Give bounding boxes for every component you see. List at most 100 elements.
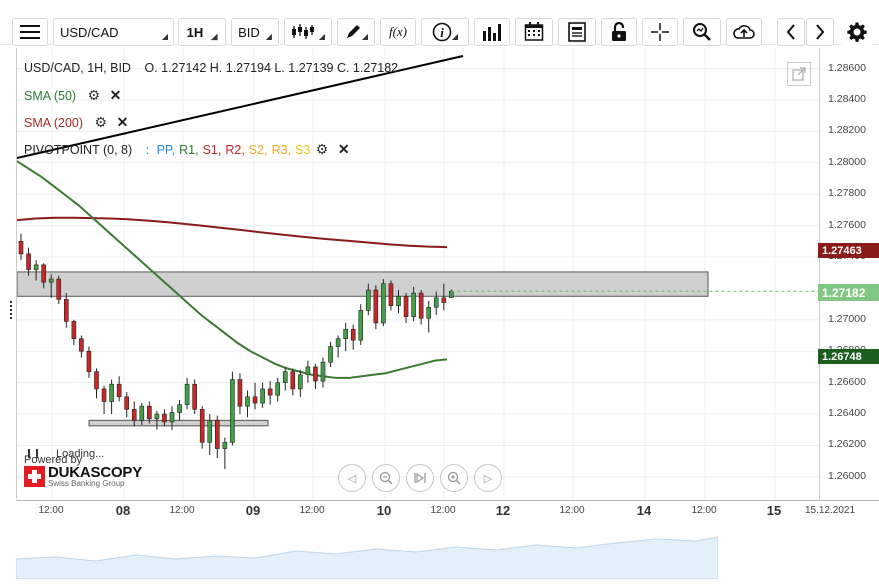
- indicators-button[interactable]: f(x): [380, 18, 416, 46]
- chevron-left-icon: [786, 24, 795, 40]
- reset-view-button[interactable]: [406, 464, 434, 492]
- chart-type-button[interactable]: ◢: [284, 18, 332, 46]
- x-tick-time-label: 12:00: [691, 505, 717, 516]
- volume-button[interactable]: [474, 18, 510, 46]
- sma200-settings-icon[interactable]: ⚙: [94, 114, 108, 130]
- price-side-label: BID: [238, 24, 260, 40]
- bar-chart-icon: [483, 24, 501, 41]
- candle-body: [313, 366, 318, 382]
- symbol-input[interactable]: USD/CAD ◢: [53, 18, 174, 46]
- zoom-out-button[interactable]: [372, 464, 400, 492]
- pivot-level-label: PP,: [156, 143, 176, 157]
- sma50-price-label: 1.26748: [818, 349, 879, 364]
- y-tick-label: 1.28400: [828, 92, 866, 105]
- sma50-line: [17, 160, 448, 379]
- pan-right-button[interactable]: ▷: [474, 464, 502, 492]
- ohlc-values: O. 1.27142 H. 1.27194 L. 1.27139 C. 1.27…: [144, 61, 399, 75]
- legend-main: USD/CAD, 1H, BID O. 1.27142 H. 1.27194 L…: [24, 61, 398, 75]
- timeframe-dropdown[interactable]: 1H ◢: [178, 18, 226, 46]
- candle-body: [215, 420, 220, 449]
- candle-body: [222, 442, 228, 449]
- document-icon: [568, 22, 586, 42]
- chart-area[interactable]: [16, 48, 820, 499]
- calendar-button[interactable]: [515, 18, 553, 46]
- navigator[interactable]: [15, 521, 879, 580]
- lock-button[interactable]: [601, 18, 637, 46]
- crosshair-icon: [651, 23, 669, 41]
- pivot-level-label: S3: [295, 143, 311, 157]
- svg-text:i: i: [440, 25, 444, 40]
- sma50-label: SMA (50): [24, 89, 77, 103]
- x-tick-time-label: 12:00: [430, 505, 456, 516]
- expand-button[interactable]: [787, 62, 811, 86]
- expand-icon: [792, 67, 806, 81]
- sma50-settings-icon[interactable]: ⚙: [87, 87, 101, 103]
- news-button[interactable]: [558, 18, 596, 46]
- zoom-in-button[interactable]: [440, 464, 468, 492]
- sma200-price-label: 1.27463: [818, 243, 879, 258]
- x-tick-day-label: 08: [115, 503, 131, 518]
- sma200-remove-icon[interactable]: ✕: [116, 114, 129, 130]
- x-tick-time-label: 12:00: [559, 505, 585, 516]
- candle-body: [207, 420, 213, 443]
- dropdown-caret-icon: ◢: [451, 32, 459, 41]
- dukascopy-tagline: Swiss Banking Group: [48, 479, 125, 488]
- candle-body: [237, 379, 243, 407]
- swiss-cross-icon: [24, 466, 45, 487]
- instrument-label: USD/CAD, 1H, BID: [24, 61, 131, 75]
- scroll-left-button[interactable]: [777, 18, 805, 46]
- scroll-right-button[interactable]: [806, 18, 834, 46]
- x-tick-time-label: 12:00: [299, 505, 325, 516]
- price-side-dropdown[interactable]: BID ◢: [231, 18, 279, 46]
- pan-left-button[interactable]: ◁: [338, 464, 366, 492]
- info-button[interactable]: i ◢: [421, 18, 469, 46]
- zoom-button[interactable]: [683, 18, 721, 46]
- dukascopy-logo: DUKASCOPY Swiss Banking Group: [24, 465, 142, 488]
- candle-body: [177, 404, 182, 413]
- cloud-save-button[interactable]: [726, 18, 762, 46]
- pivot-level-label: S1,: [202, 143, 222, 157]
- y-tick-label: 1.28600: [828, 61, 866, 74]
- legend-sma50: SMA (50) ⚙ ✕: [24, 87, 121, 104]
- y-tick-label: 1.27800: [828, 187, 866, 200]
- timeframe-label: 1H: [186, 24, 204, 40]
- candle-body: [381, 283, 386, 324]
- candle-body: [267, 388, 273, 396]
- x-tick-day-label: 15: [766, 503, 782, 518]
- pivot-settings-icon[interactable]: ⚙: [315, 141, 329, 157]
- pivot-remove-icon[interactable]: ✕: [337, 141, 350, 157]
- candle-body: [169, 412, 175, 423]
- left-resize-handle[interactable]: [10, 301, 15, 319]
- candle-body: [260, 388, 265, 404]
- reset-view-icon: [414, 472, 426, 484]
- settings-button[interactable]: [841, 18, 873, 46]
- drawing-tool-button[interactable]: ◢: [337, 18, 375, 46]
- pivot-zone: [17, 271, 709, 297]
- x-tick-time-label: 15.12.2021: [804, 505, 856, 516]
- crosshair-button[interactable]: [642, 18, 678, 46]
- candle-body: [41, 264, 46, 283]
- candle-body: [139, 405, 145, 421]
- candle-body: [94, 371, 99, 390]
- dropdown-caret-icon: ◢: [318, 32, 326, 41]
- zoom-icon: [693, 23, 711, 41]
- trendline: [17, 55, 464, 160]
- menu-button[interactable]: [12, 18, 48, 46]
- candle-body: [441, 297, 447, 303]
- dukascopy-name: DUKASCOPY: [48, 464, 143, 481]
- y-tick-label: 1.27000: [828, 312, 866, 325]
- y-tick-label: 1.28200: [828, 124, 866, 137]
- dropdown-caret-icon: ◢: [361, 32, 369, 41]
- candle-body: [124, 396, 129, 410]
- lock-icon: [612, 22, 626, 41]
- candle-body: [275, 382, 281, 396]
- zoom-in-icon: [447, 471, 461, 485]
- x-tick-time-label: 12:00: [169, 505, 195, 516]
- candle-body: [328, 346, 333, 363]
- time-axis[interactable]: 12:00 08 12:00 09 12:00 10 12:00 12 12:00 14 12:00…: [16, 500, 879, 521]
- y-tick-label: 1.26000: [828, 469, 866, 482]
- legend-sma200: SMA (200) ⚙ ✕: [24, 114, 128, 131]
- sma50-remove-icon[interactable]: ✕: [109, 87, 122, 103]
- x-tick-day-label: 10: [376, 503, 392, 518]
- candle-body: [426, 306, 432, 319]
